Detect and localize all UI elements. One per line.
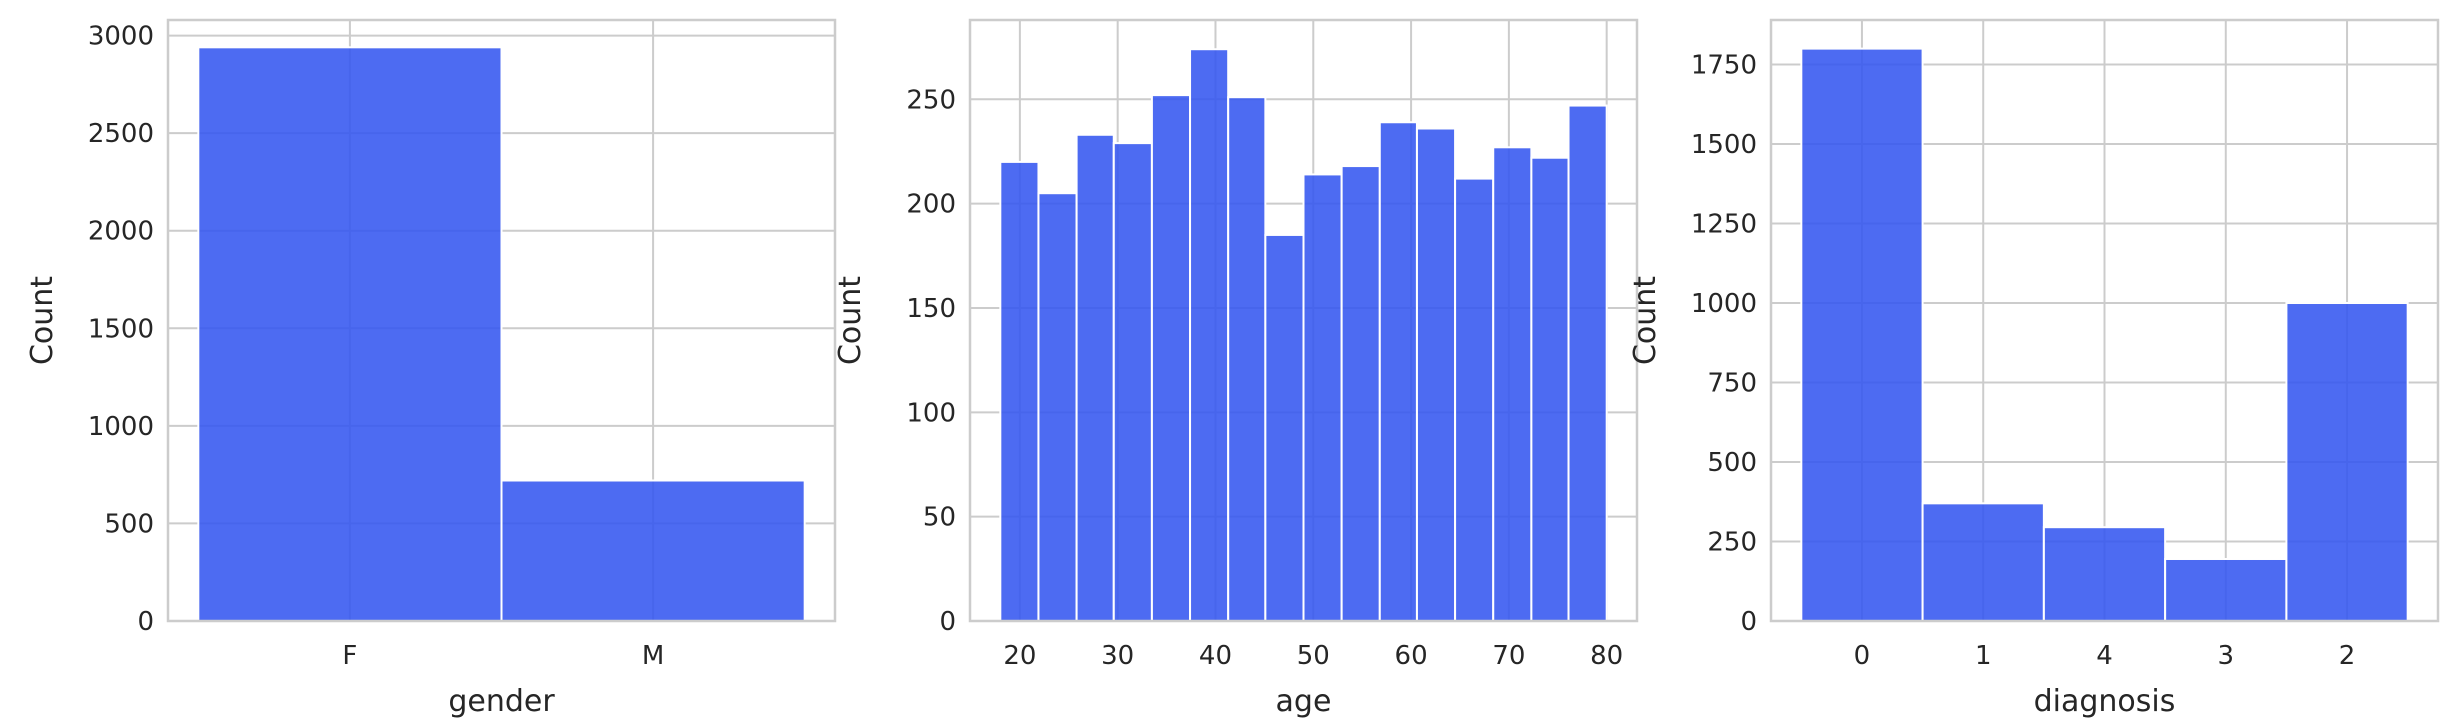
- age-x-tick-label: 40: [1199, 641, 1232, 671]
- age-bin-10: [1340, 165, 1381, 622]
- diagnosis-axes-frame: [1769, 18, 2440, 623]
- age-x-tick-label: 30: [1101, 641, 1134, 671]
- age-axes-frame: [968, 18, 1639, 623]
- diagnosis-y-tick-label: 250: [1707, 528, 1757, 558]
- age-bin-3: [1075, 133, 1115, 623]
- gender-y-tick-label: 0: [137, 607, 154, 637]
- diagnosis-y-tick-label: 750: [1707, 369, 1757, 399]
- age-bin-8: [1264, 233, 1305, 622]
- diagnosis-bar-2: [2285, 302, 2409, 622]
- diagnosis-x-tick-label: 1: [1975, 641, 1992, 671]
- diagnosis-x-tick-label: 4: [2096, 641, 2113, 671]
- diagnosis-y-axis-label: Count: [1628, 276, 1663, 365]
- diagnosis-bar-3: [2164, 557, 2288, 623]
- age-bin-7: [1227, 96, 1267, 623]
- age-x-tick-label: 50: [1297, 641, 1330, 671]
- diagnosis-y-tick-label: 1500: [1691, 130, 1757, 160]
- diagnosis-bar-4: [2042, 526, 2167, 622]
- gender-axes-frame: [166, 18, 837, 623]
- age-y-tick-label: 250: [906, 85, 956, 115]
- age-bin-2: [1037, 192, 1078, 622]
- age-x-tick-label: 80: [1590, 641, 1623, 671]
- diagnosis-y-tick-label: 1250: [1691, 210, 1757, 240]
- age-x-tick-label: 70: [1492, 641, 1525, 671]
- age-bin-9: [1302, 173, 1343, 622]
- age-bin-5: [1150, 94, 1192, 622]
- gender-x-tick-label: M: [642, 641, 664, 671]
- age-bin-12: [1415, 127, 1457, 622]
- gender-histogram-panel: 0 500 1000 1500 2000 2500 3000 F M gender Count: [25, 18, 837, 719]
- gender-x-tick-label: F: [342, 641, 357, 671]
- age-bin-15: [1530, 156, 1570, 623]
- age-x-axis-label: age: [1276, 684, 1332, 719]
- diagnosis-y-tick-label: 1750: [1691, 51, 1757, 81]
- diagnosis-x-tick-label: 0: [1854, 641, 1871, 671]
- diagnosis-y-tick-label: 500: [1707, 448, 1757, 478]
- gender-bar-F: [197, 46, 503, 623]
- diagnosis-histogram-panel: 0 250 500 750 1000 1250 1500 1750 0 1 4 3 2 diagnosi…: [1628, 18, 2440, 719]
- diagnosis-bar-1: [1921, 502, 2045, 622]
- diagnosis-bar-0: [1800, 47, 1924, 623]
- gender-x-axis-label: gender: [448, 684, 555, 719]
- diagnosis-y-tick-label: 0: [1740, 607, 1757, 637]
- age-bin-16: [1567, 104, 1608, 623]
- age-x-tick-label: 60: [1395, 641, 1428, 671]
- gender-y-tick-label: 500: [104, 509, 154, 539]
- age-y-tick-label: 50: [923, 503, 956, 533]
- gender-y-tick-label: 3000: [88, 22, 154, 52]
- age-bin-11: [1378, 121, 1418, 622]
- age-y-axis-label: Count: [833, 276, 868, 365]
- diagnosis-x-tick-label: 2: [2339, 641, 2356, 671]
- diagnosis-y-tick-label: 1000: [1691, 289, 1757, 319]
- gender-y-tick-label: 2500: [88, 119, 154, 149]
- gender-y-tick-label: 2000: [88, 217, 154, 247]
- age-bin-4: [1112, 142, 1153, 622]
- gender-y-axis-label: Count: [25, 276, 60, 365]
- age-y-tick-label: 200: [906, 190, 956, 220]
- age-x-tick-label: 20: [1003, 641, 1036, 671]
- age-y-tick-label: 100: [906, 398, 956, 428]
- gender-y-tick-label: 1000: [88, 412, 154, 442]
- age-bin-14: [1492, 146, 1533, 622]
- gender-bar-M: [500, 479, 806, 622]
- age-histogram-panel: 0 50 100 150 200 250 20 30 40 50 60 70 80 age Count: [833, 18, 1639, 719]
- age-bin-13: [1454, 177, 1495, 622]
- age-bin-1: [999, 160, 1040, 622]
- diagnosis-x-axis-label: diagnosis: [2034, 684, 2176, 719]
- age-y-tick-label: 150: [906, 294, 956, 324]
- age-bin-6: [1189, 48, 1230, 623]
- gender-y-tick-label: 1500: [88, 314, 154, 344]
- diagnosis-x-tick-label: 3: [2217, 641, 2234, 671]
- age-y-tick-label: 0: [939, 607, 956, 637]
